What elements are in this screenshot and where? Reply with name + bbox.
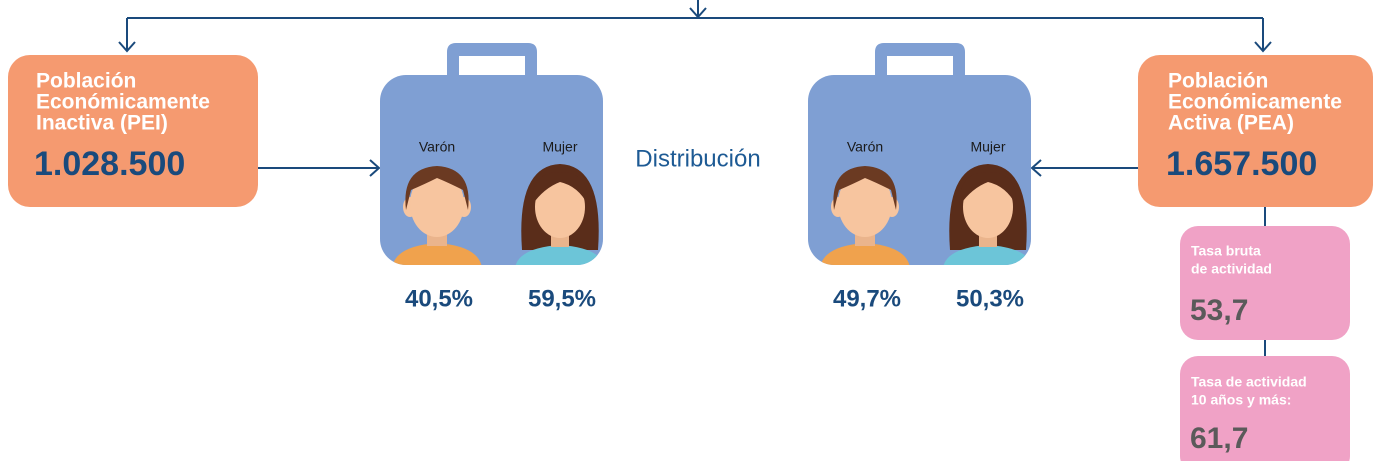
center-label: Distribución (635, 145, 760, 172)
rate-label: 10 años y más: (1191, 392, 1291, 408)
arrow-head (119, 8, 1271, 51)
pei-title: Económicamente (36, 91, 210, 114)
share: 59,5% (528, 285, 596, 312)
rate-value: 61,7 (1190, 422, 1248, 455)
pei-title: Inactiva (PEI) (36, 112, 168, 135)
rate-value: 53,7 (1190, 294, 1248, 327)
pea-title: Población (1168, 70, 1268, 93)
pea-total: 1.657.500 (1166, 145, 1317, 183)
pea-title: Económicamente (1168, 91, 1342, 114)
share: 50,3% (956, 285, 1024, 312)
sex-label: Varón (847, 139, 883, 155)
arrow (1032, 160, 1138, 176)
pei-title: Población (36, 70, 136, 93)
rate-label: de actividad (1191, 261, 1272, 277)
infographic: Población Económicamente Inactiva (PEI) … (0, 0, 1381, 461)
rate-label: Tasa bruta (1191, 243, 1261, 259)
connector (127, 0, 1263, 50)
rate-label: Tasa de actividad (1191, 374, 1307, 390)
pei-total: 1.028.500 (34, 145, 185, 183)
arrow (258, 160, 379, 176)
sex-label: Mujer (970, 139, 1005, 155)
suitcase-handle (447, 43, 537, 80)
sex-label: Mujer (542, 139, 577, 155)
suitcase-handle (875, 43, 965, 80)
share: 40,5% (405, 285, 473, 312)
pea-title: Activa (PEA) (1168, 112, 1294, 135)
share: 49,7% (833, 285, 901, 312)
sex-label: Varón (419, 139, 455, 155)
